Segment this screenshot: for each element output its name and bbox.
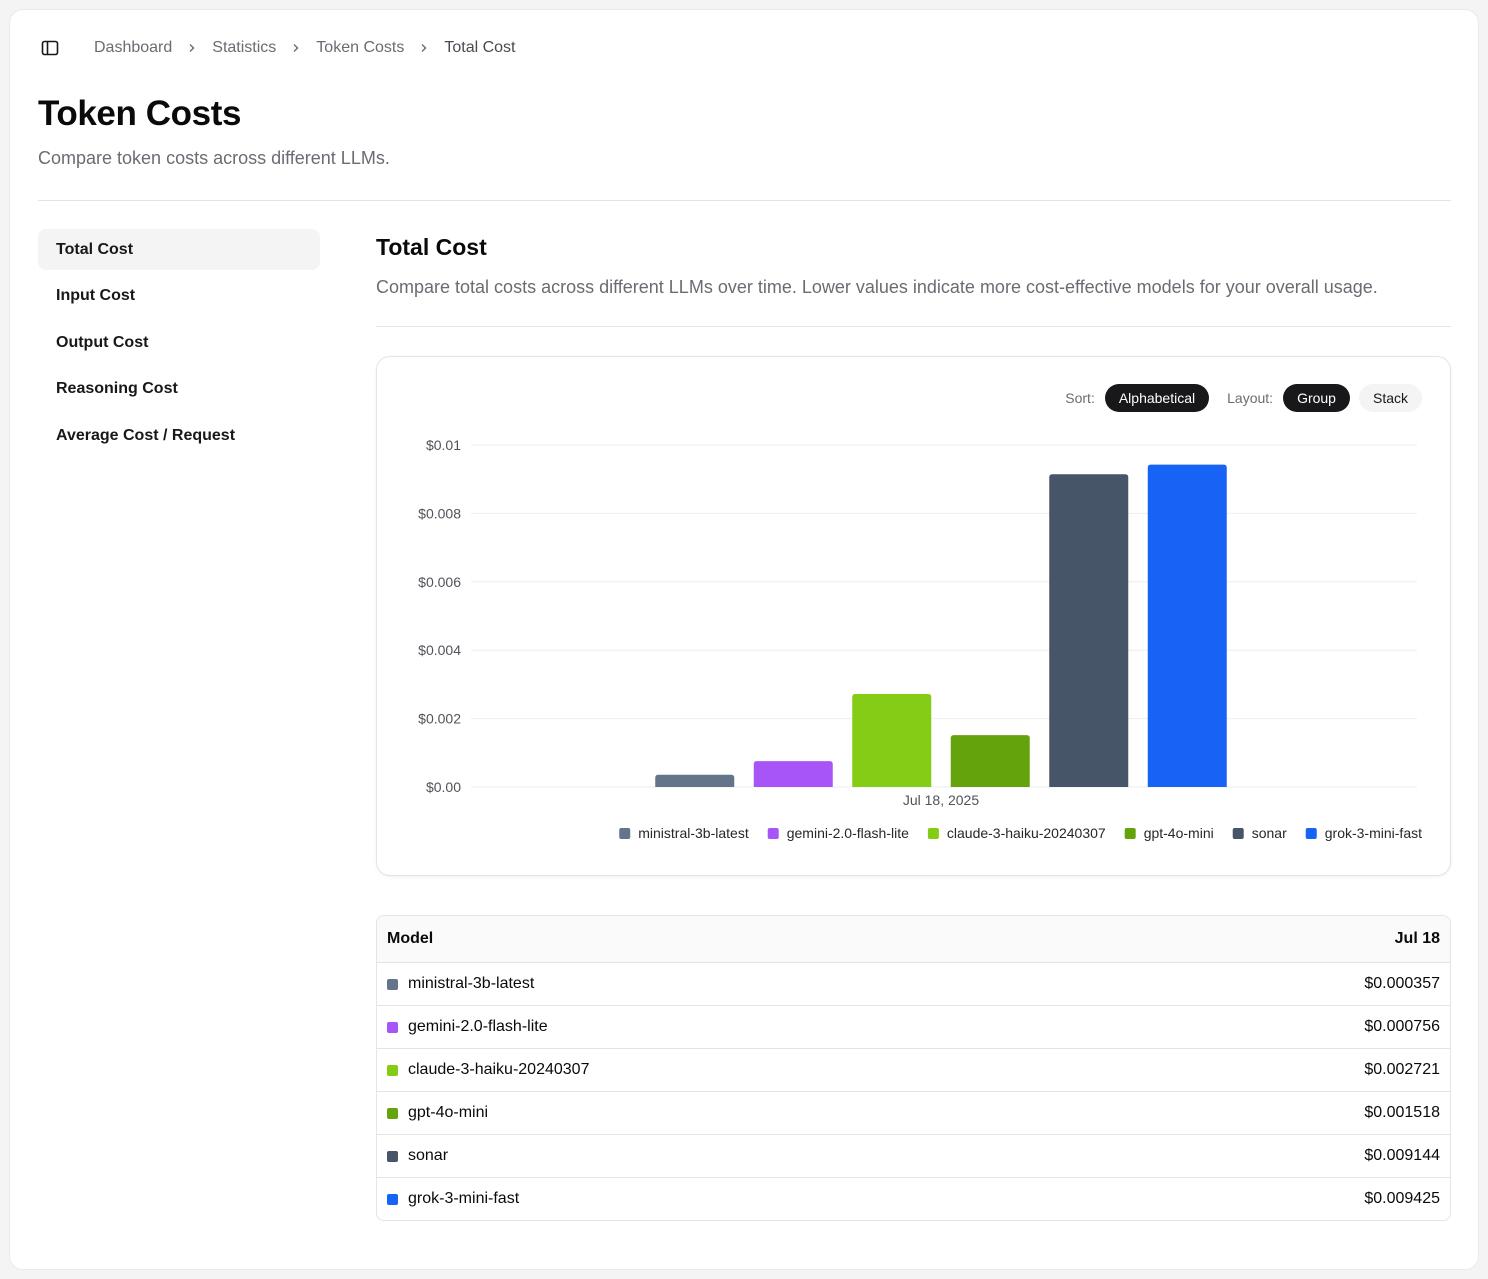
app-frame: Dashboard Statistics Token Costs Total C… bbox=[9, 9, 1479, 1270]
bar-gemini-2.0-flash-lite bbox=[753, 761, 833, 787]
legend-label: sonar bbox=[1252, 825, 1287, 841]
model-name: gemini-2.0-flash-lite bbox=[408, 1018, 548, 1035]
y-tick-label: $0.00 bbox=[426, 779, 461, 795]
breadcrumb-total-cost: Total Cost bbox=[444, 39, 516, 56]
legend-swatch bbox=[927, 828, 939, 839]
y-tick-label: $0.01 bbox=[426, 437, 461, 453]
y-tick-label: $0.002 bbox=[418, 711, 461, 727]
table-header: Model Jul 18 bbox=[377, 916, 1450, 962]
model-cell: grok-3-mini-fast bbox=[387, 1190, 519, 1208]
y-tick-label: $0.006 bbox=[418, 574, 461, 590]
chart-card: $0.00 $0.002 $0.004 $0.006 $0.008 $0.01 Jul 18… bbox=[376, 356, 1451, 876]
series-color-swatch bbox=[387, 1107, 398, 1119]
column-header-model: Model bbox=[387, 930, 434, 947]
legend-swatch bbox=[1232, 828, 1244, 839]
page-subtitle: Compare token costs across different LLM… bbox=[38, 148, 390, 168]
x-tick-label: Jul 18, 2025 bbox=[903, 792, 979, 808]
nav-item-average-cost-per-request[interactable]: Average Cost / Request bbox=[56, 426, 236, 444]
bar-ministral-3b-latest bbox=[655, 774, 735, 787]
bar-gpt-4o-mini bbox=[950, 735, 1030, 787]
breadcrumb-token-costs[interactable]: Token Costs bbox=[316, 39, 405, 56]
cost-value: $0.009144 bbox=[1364, 1147, 1440, 1164]
page-title: Token Costs bbox=[38, 94, 242, 133]
nav-item-output-cost[interactable]: Output Cost bbox=[56, 333, 149, 351]
sort-dropdown[interactable]: Alphabetical bbox=[1104, 384, 1210, 412]
section-description: Compare total costs across different LLM… bbox=[376, 277, 1378, 297]
series-color-swatch bbox=[387, 978, 398, 990]
cost-value: $0.002721 bbox=[1364, 1061, 1440, 1078]
legend-label: ministral-3b-latest bbox=[638, 825, 749, 841]
bar-claude-3-haiku-20240307 bbox=[852, 693, 932, 787]
legend-swatch bbox=[767, 828, 779, 839]
series-color-swatch bbox=[387, 1064, 398, 1076]
model-name: claude-3-haiku-20240307 bbox=[408, 1061, 590, 1078]
cost-value: $0.009425 bbox=[1364, 1190, 1440, 1207]
layout-stack-button[interactable]: Stack bbox=[1358, 384, 1422, 412]
nav-item-input-cost[interactable]: Input Cost bbox=[56, 287, 136, 304]
model-cell: ministral-3b-latest bbox=[387, 975, 534, 993]
main-content: Total Cost Compare total costs across di… bbox=[376, 229, 1451, 1221]
table-row: ministral-3b-latest $0.000357 bbox=[377, 962, 1450, 1005]
table-row: claude-3-haiku-20240307 $0.002721 bbox=[377, 1048, 1450, 1091]
table-body: ministral-3b-latest $0.000357 gemini-2.0-f… bbox=[377, 962, 1450, 1220]
section-title: Total Cost bbox=[376, 234, 487, 260]
cost-value: $0.001518 bbox=[1364, 1104, 1440, 1121]
model-cell: sonar bbox=[387, 1147, 448, 1165]
chart-controls: Sort: Alphabetical Layout: Group Stack bbox=[1065, 384, 1422, 412]
bar-grok-3-mini-fast bbox=[1147, 464, 1227, 787]
legend-label: gpt-4o-mini bbox=[1144, 825, 1214, 841]
column-header-date: Jul 18 bbox=[1394, 930, 1440, 947]
model-cell: gemini-2.0-flash-lite bbox=[387, 1018, 548, 1036]
model-name: grok-3-mini-fast bbox=[408, 1190, 520, 1207]
legend-swatch bbox=[1305, 828, 1317, 839]
bar-chart: $0.00 $0.002 $0.004 $0.006 $0.008 $0.01 Jul 18… bbox=[418, 437, 1422, 841]
divider bbox=[38, 200, 1451, 201]
layout-label: Layout: bbox=[1227, 390, 1274, 406]
chevron-right-icon bbox=[290, 42, 302, 54]
chevron-right-icon bbox=[186, 42, 198, 54]
table-row: gpt-4o-mini $0.001518 bbox=[377, 1091, 1450, 1134]
cost-table: Model Jul 18 ministral-3b-latest $0.00035… bbox=[376, 915, 1451, 1221]
cost-value: $0.000756 bbox=[1364, 1018, 1440, 1035]
legend-swatch bbox=[1124, 828, 1136, 839]
chevron-right-icon bbox=[418, 42, 430, 54]
breadcrumb: Dashboard Statistics Token Costs Total C… bbox=[94, 39, 515, 57]
model-name: gpt-4o-mini bbox=[408, 1104, 489, 1121]
model-cell: gpt-4o-mini bbox=[387, 1104, 488, 1122]
layout-group-button[interactable]: Group bbox=[1283, 384, 1350, 412]
cost-value: $0.000357 bbox=[1364, 975, 1440, 992]
bar-sonar bbox=[1049, 474, 1129, 787]
series-color-swatch bbox=[387, 1193, 398, 1205]
nav-item-reasoning-cost[interactable]: Reasoning Cost bbox=[56, 380, 178, 397]
breadcrumb-dashboard[interactable]: Dashboard bbox=[94, 39, 173, 56]
top-bar: Dashboard Statistics Token Costs Total C… bbox=[38, 36, 515, 60]
legend-label: grok-3-mini-fast bbox=[1325, 825, 1422, 841]
table-row: grok-3-mini-fast $0.009425 bbox=[377, 1177, 1450, 1220]
series-color-swatch bbox=[387, 1021, 398, 1033]
divider bbox=[376, 326, 1451, 327]
model-name: sonar bbox=[408, 1147, 449, 1164]
legend-label: gemini-2.0-flash-lite bbox=[787, 825, 909, 841]
model-cell: claude-3-haiku-20240307 bbox=[387, 1061, 589, 1079]
y-tick-label: $0.008 bbox=[418, 505, 461, 521]
section-nav: Total Cost Input Cost Output Cost Reason… bbox=[38, 229, 320, 462]
sidebar-toggle-icon[interactable] bbox=[38, 36, 62, 60]
model-name: ministral-3b-latest bbox=[408, 975, 535, 992]
sort-label: Sort: bbox=[1065, 390, 1095, 406]
table-row: gemini-2.0-flash-lite $0.000756 bbox=[377, 1005, 1450, 1048]
legend-swatch bbox=[619, 828, 631, 839]
nav-item-total-cost[interactable]: Total Cost bbox=[38, 229, 320, 270]
series-color-swatch bbox=[387, 1150, 398, 1162]
breadcrumb-statistics[interactable]: Statistics bbox=[212, 39, 277, 56]
legend-label: claude-3-haiku-20240307 bbox=[947, 825, 1106, 841]
y-tick-label: $0.004 bbox=[418, 642, 461, 658]
table-row: sonar $0.009144 bbox=[377, 1134, 1450, 1177]
